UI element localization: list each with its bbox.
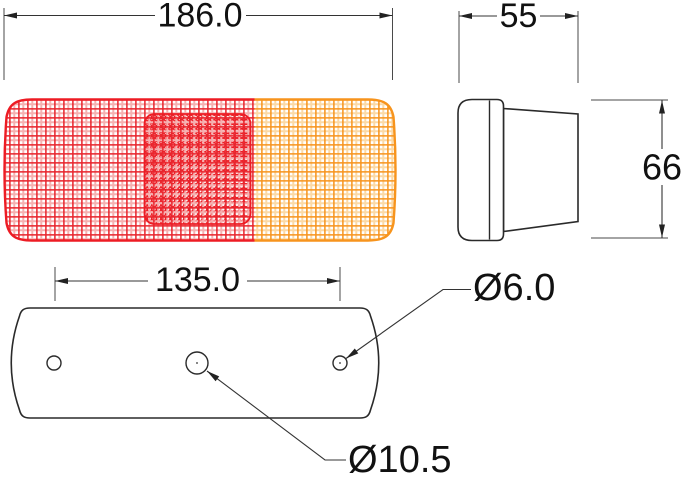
dimension-label-side-height: 66 (642, 147, 682, 188)
arrowhead-bottom (659, 224, 665, 238)
leader-small-hole: Ø6.0 (345, 267, 555, 359)
arrowhead-left (55, 278, 68, 284)
lens-orange-section (254, 98, 397, 242)
dimension-label-hole-spacing: 135.0 (155, 261, 240, 299)
arrowhead-top (659, 100, 665, 114)
arrowhead-left (459, 13, 472, 19)
label-small-hole-diameter: Ø6.0 (473, 267, 555, 309)
dimension-label-front-width: 186.0 (157, 0, 242, 35)
lens-cap-profile (457, 98, 505, 242)
dimension-front-width: 186.0 (3, 0, 393, 80)
leader-line (206, 370, 346, 461)
dimension-label-side-depth: 55 (500, 0, 538, 35)
arrowhead-right (327, 278, 340, 284)
arrowhead-right (379, 12, 393, 19)
dimension-side-height: 66 (591, 99, 682, 239)
housing-body (502, 107, 579, 233)
side-view (457, 98, 579, 242)
arrowhead-leader (207, 371, 220, 382)
dimension-hole-spacing: 135.0 (54, 261, 341, 301)
arrowhead-left (4, 12, 17, 19)
center-mark (339, 362, 341, 364)
reflector-panel-grid (143, 113, 252, 225)
mounting-hole-left (46, 355, 62, 371)
leader-large-hole: Ø10.5 (206, 370, 452, 478)
label-large-hole-diameter: Ø10.5 (348, 439, 452, 478)
back-view (10, 307, 380, 419)
arrowhead-leader (346, 348, 359, 359)
center-mark (196, 362, 198, 364)
arrowhead-right (565, 13, 578, 19)
dimension-side-depth: 55 (458, 0, 579, 83)
front-view (3, 98, 397, 242)
leader-line (345, 288, 471, 359)
